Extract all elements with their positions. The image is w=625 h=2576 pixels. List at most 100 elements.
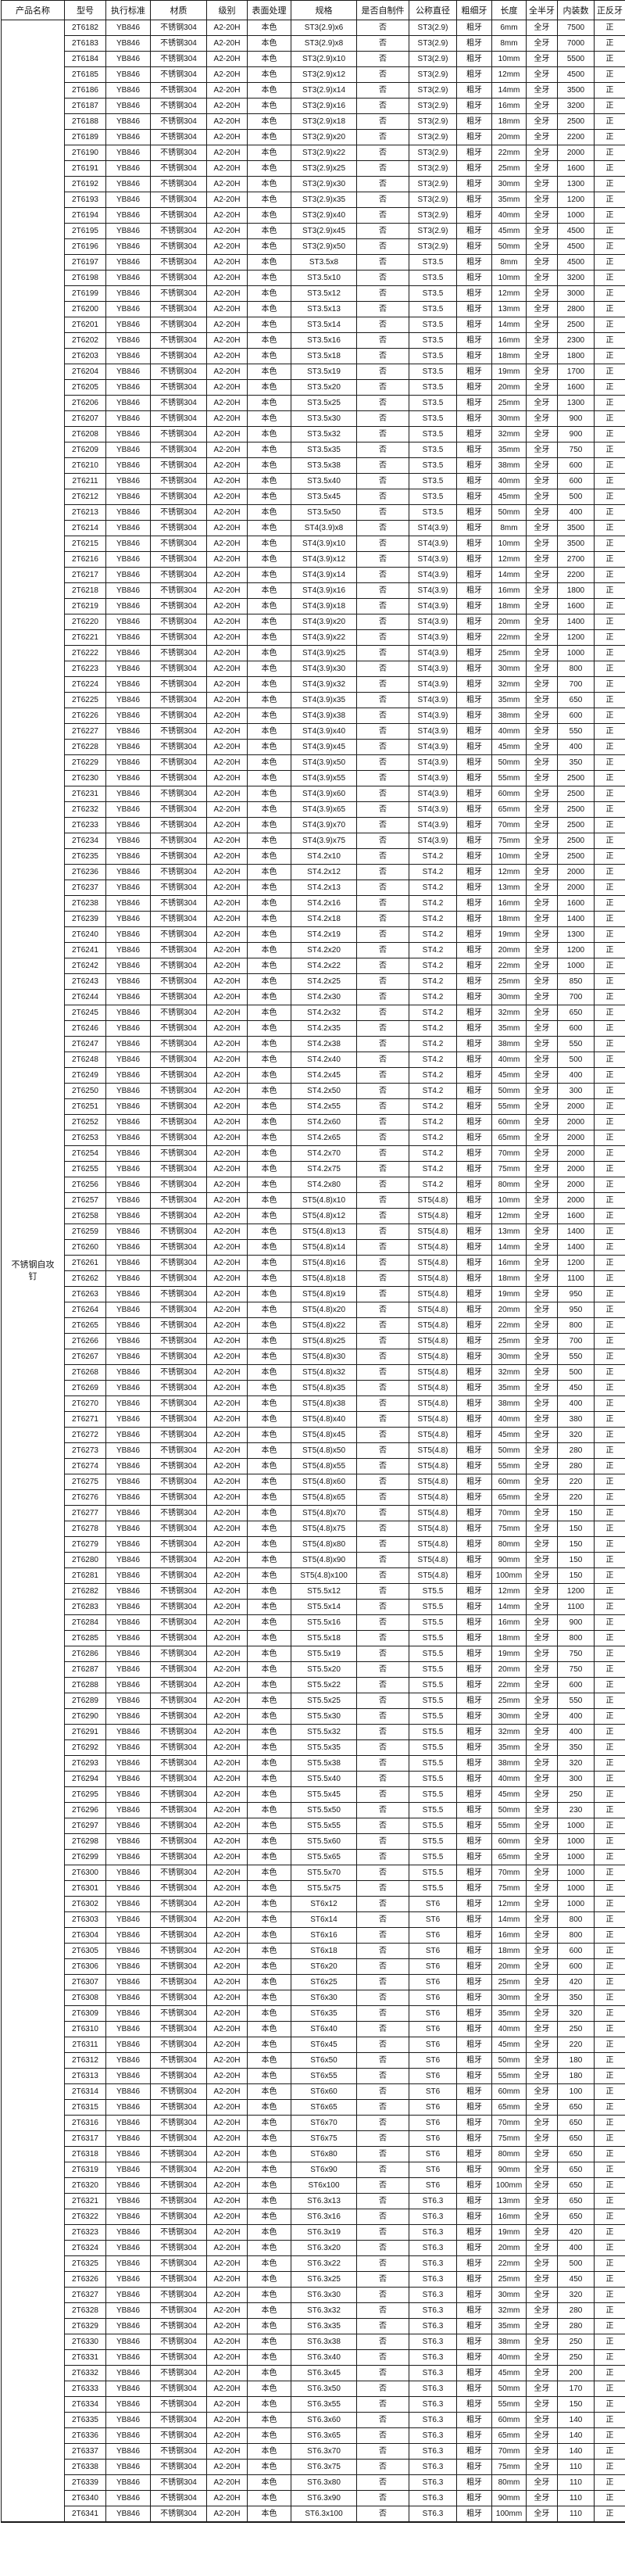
table-row: 2T6272 YB846 不锈钢304 A2-20H 本色 ST5(4.8)x45 否 ST5… (2, 1427, 625, 1443)
cell-spec: ST5(4.8)x22 (291, 1317, 357, 1334)
cell-nominal-diameter: ST5.5 (409, 1833, 457, 1850)
cell-grade: A2-20H (206, 2318, 248, 2334)
cell-thread-direction: 正 (594, 51, 625, 67)
cell-standard: YB846 (105, 1474, 151, 1490)
cell-thread-coverage: 全牙 (526, 1208, 558, 1224)
cell-material: 不锈钢304 (150, 2427, 207, 2444)
cell-thread-pitch: 粗牙 (456, 1364, 492, 1381)
table-row: 2T6317 YB846 不锈钢304 A2-20H 本色 ST6x75 否 ST6 粗牙 75m… (2, 2130, 625, 2147)
cell-thread-pitch: 粗牙 (456, 2287, 492, 2303)
cell-grade: A2-20H (206, 1208, 248, 1224)
cell-standard: YB846 (105, 1411, 151, 1428)
cell-thread-pitch: 粗牙 (456, 98, 492, 114)
cell-self-made: 否 (356, 2318, 409, 2334)
cell-pack-qty: 1000 (557, 1865, 595, 1881)
cell-spec: ST5.5x38 (291, 1755, 357, 1772)
cell-pack-qty: 280 (557, 1442, 595, 1459)
cell-thread-direction: 正 (594, 598, 625, 614)
cell-self-made: 否 (356, 1552, 409, 1568)
cell-surface: 本色 (247, 1880, 291, 1897)
cell-thread-direction: 正 (594, 942, 625, 958)
cell-thread-direction: 正 (594, 2240, 625, 2256)
cell-model: 2T6323 (64, 2224, 106, 2241)
cell-pack-qty: 1700 (557, 364, 595, 380)
cell-length: 50mm (491, 2381, 527, 2397)
cell-surface: 本色 (247, 1130, 291, 1146)
cell-thread-pitch: 粗牙 (456, 754, 492, 771)
cell-self-made: 否 (356, 645, 409, 661)
cell-pack-qty: 1000 (557, 1818, 595, 1834)
cell-thread-pitch: 粗牙 (456, 457, 492, 474)
cell-thread-pitch: 粗牙 (456, 1599, 492, 1615)
cell-material: 不锈钢304 (150, 1708, 207, 1725)
cell-pack-qty: 400 (557, 1708, 595, 1725)
cell-material: 不锈钢304 (150, 2068, 207, 2084)
cell-grade: A2-20H (206, 2474, 248, 2491)
cell-pack-qty: 650 (557, 1005, 595, 1021)
cell-length: 10mm (491, 848, 527, 865)
cell-self-made: 否 (356, 2443, 409, 2460)
cell-spec: ST5.5x25 (291, 1693, 357, 1709)
cell-surface: 本色 (247, 1239, 291, 1256)
cell-model: 2T6222 (64, 645, 106, 661)
cell-surface: 本色 (247, 1255, 291, 1271)
cell-length: 60mm (491, 1114, 527, 1130)
cell-thread-coverage: 全牙 (526, 2193, 558, 2209)
cell-surface: 本色 (247, 2224, 291, 2241)
cell-model: 2T6228 (64, 739, 106, 755)
cell-self-made: 否 (356, 2209, 409, 2225)
cell-nominal-diameter: ST3.5 (409, 379, 457, 396)
cell-thread-direction: 正 (594, 1114, 625, 1130)
cell-spec: ST4.2x60 (291, 1114, 357, 1130)
cell-nominal-diameter: ST5(4.8) (409, 1567, 457, 1584)
cell-model: 2T6299 (64, 1849, 106, 1865)
cell-thread-coverage: 全牙 (526, 2412, 558, 2428)
cell-material: 不锈钢304 (150, 942, 207, 958)
cell-thread-direction: 正 (594, 1661, 625, 1678)
cell-thread-direction: 正 (594, 2068, 625, 2084)
cell-standard: YB846 (105, 2474, 151, 2491)
cell-thread-pitch: 粗牙 (456, 520, 492, 536)
cell-model: 2T6213 (64, 504, 106, 521)
cell-pack-qty: 420 (557, 2224, 595, 2241)
cell-self-made: 否 (356, 1802, 409, 1818)
cell-thread-coverage: 全牙 (526, 1286, 558, 1302)
cell-model: 2T6257 (64, 1192, 106, 1209)
cell-spec: ST4(3.9)x30 (291, 661, 357, 677)
cell-grade: A2-20H (206, 2427, 248, 2444)
cell-spec: ST6.3x70 (291, 2443, 357, 2460)
cell-material: 不锈钢304 (150, 1005, 207, 1021)
cell-self-made: 否 (356, 676, 409, 693)
table-row: 2T6221 YB846 不锈钢304 A2-20H 本色 ST4(3.9)x22 否 ST4… (2, 629, 625, 646)
cell-grade: A2-20H (206, 739, 248, 755)
cell-standard: YB846 (105, 2193, 151, 2209)
cell-thread-direction: 正 (594, 410, 625, 427)
cell-grade: A2-20H (206, 614, 248, 630)
cell-model: 2T6264 (64, 1302, 106, 1318)
cell-thread-direction: 正 (594, 1505, 625, 1521)
cell-model: 2T6303 (64, 1911, 106, 1928)
cell-nominal-diameter: ST6 (409, 1927, 457, 1944)
cell-thread-direction: 正 (594, 1145, 625, 1162)
cell-self-made: 否 (356, 1818, 409, 1834)
cell-length: 25mm (491, 395, 527, 411)
cell-model: 2T6316 (64, 2115, 106, 2131)
cell-spec: ST5.5x70 (291, 1865, 357, 1881)
cell-model: 2T6196 (64, 238, 106, 255)
cell-spec: ST5.5x16 (291, 1614, 357, 1631)
table-row: 2T6283 YB846 不锈钢304 A2-20H 本色 ST5.5x14 否 ST5.5 粗… (2, 1599, 625, 1615)
cell-standard: YB846 (105, 1364, 151, 1381)
cell-spec: ST6x30 (291, 1990, 357, 2006)
cell-grade: A2-20H (206, 2334, 248, 2350)
cell-model: 2T6249 (64, 1067, 106, 1084)
cell-model: 2T6325 (64, 2255, 106, 2272)
cell-model: 2T6205 (64, 379, 106, 396)
cell-grade: A2-20H (206, 1599, 248, 1615)
cell-self-made: 否 (356, 2427, 409, 2444)
cell-standard: YB846 (105, 1693, 151, 1709)
cell-self-made: 否 (356, 1427, 409, 1443)
table-row: 2T6199 YB846 不锈钢304 A2-20H 本色 ST3.5x12 否 ST3.5 粗… (2, 285, 625, 302)
cell-thread-coverage: 全牙 (526, 1192, 558, 1209)
cell-surface: 本色 (247, 708, 291, 724)
cell-thread-pitch: 粗牙 (456, 2443, 492, 2460)
